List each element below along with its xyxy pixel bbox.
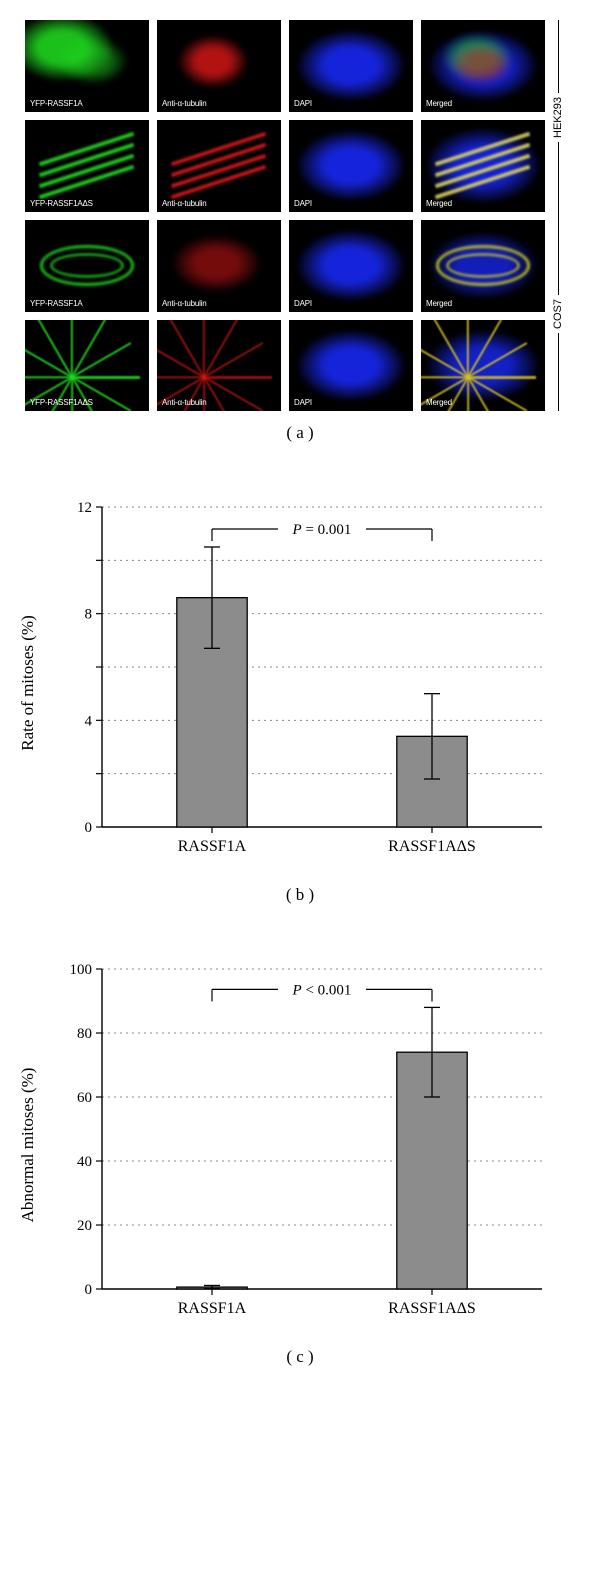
micro-cell: Anti-α-tubulin <box>157 220 281 312</box>
svg-text:60: 60 <box>77 1090 92 1106</box>
svg-text:RASSF1AΔS: RASSF1AΔS <box>388 838 476 855</box>
svg-text:0: 0 <box>85 1282 93 1298</box>
micro-caption: Anti-α-tubulin <box>162 99 207 108</box>
svg-text:8: 8 <box>85 607 93 623</box>
chart-c: Abnormal mitoses (%) 020406080100RASSF1A… <box>40 955 560 1335</box>
micro-caption: Merged <box>426 398 452 407</box>
micro-cell: YFP-RASSF1A <box>25 220 149 312</box>
svg-text:P < 0.001: P < 0.001 <box>292 983 352 999</box>
micro-caption: Merged <box>426 199 452 208</box>
micro-cell: DAPI <box>289 320 413 412</box>
micro-caption: Anti-α-tubulin <box>162 398 207 407</box>
side-labels: HEK293 COS7 <box>549 20 567 411</box>
panel-a: YFP-RASSF1A Anti-α-tubulin DAPI Merged YFP-R… <box>0 0 600 473</box>
micro-caption: Merged <box>426 99 452 108</box>
chart-c-svg: 0 20 40 60 80 100 RASSF1A RASSF1AΔS P < 0.001 <box>40 955 560 1335</box>
panel-c-label: ( c ) <box>25 1347 575 1367</box>
micro-caption: Anti-α-tubulin <box>162 299 207 308</box>
micro-caption: YFP-RASSF1AΔS <box>30 398 93 407</box>
svg-text:4: 4 <box>85 714 93 730</box>
micro-cell: Anti-α-tubulin <box>157 20 281 112</box>
svg-text:P = 0.001: P = 0.001 <box>292 522 352 538</box>
micro-caption: Merged <box>426 299 452 308</box>
svg-text:RASSF1AΔS: RASSF1AΔS <box>388 1300 476 1317</box>
svg-text:RASSF1A: RASSF1A <box>178 838 247 855</box>
micro-cell: Merged <box>421 120 545 212</box>
micro-caption: YFP-RASSF1A <box>30 99 82 108</box>
chart-b-svg: 0 4 8 12 RASSF1A RASSF1AΔS P = 0.001 <box>40 493 560 873</box>
side-group-cos7: COS7 <box>552 216 564 412</box>
micro-cell: Anti-α-tubulin <box>157 320 281 412</box>
svg-text:20: 20 <box>77 1218 92 1234</box>
micro-cell: Merged <box>421 220 545 312</box>
micro-cell: Merged <box>421 320 545 412</box>
micro-caption: DAPI <box>294 299 312 308</box>
microscopy-wrap: YFP-RASSF1A Anti-α-tubulin DAPI Merged YFP-R… <box>25 20 575 411</box>
micro-caption: DAPI <box>294 199 312 208</box>
micro-caption: YFP-RASSF1A <box>30 299 82 308</box>
panel-b-label: ( b ) <box>25 885 575 905</box>
panel-a-label: ( a ) <box>25 423 575 443</box>
micro-caption: Anti-α-tubulin <box>162 199 207 208</box>
micro-cell: DAPI <box>289 120 413 212</box>
micro-caption: DAPI <box>294 398 312 407</box>
side-group-hek293: HEK293 <box>552 20 564 216</box>
svg-text:0: 0 <box>85 820 93 836</box>
micro-cell: DAPI <box>289 20 413 112</box>
side-label: HEK293 <box>552 93 564 142</box>
micro-cell: Anti-α-tubulin <box>157 120 281 212</box>
svg-text:40: 40 <box>77 1154 92 1170</box>
ylabel-c: Abnormal mitoses (%) <box>18 1068 38 1223</box>
svg-text:80: 80 <box>77 1026 92 1042</box>
micro-cell: YFP-RASSF1AΔS <box>25 320 149 412</box>
side-label: COS7 <box>552 295 564 333</box>
microscopy-grid: YFP-RASSF1A Anti-α-tubulin DAPI Merged YFP-R… <box>25 20 545 411</box>
ylabel-b: Rate of mitoses (%) <box>18 616 38 752</box>
chart-b: Rate of mitoses (%) 04812RASSF1ARASSF1AΔ… <box>40 493 560 873</box>
micro-caption: YFP-RASSF1AΔS <box>30 199 93 208</box>
svg-text:RASSF1A: RASSF1A <box>178 1300 247 1317</box>
micro-caption: DAPI <box>294 99 312 108</box>
micro-cell: DAPI <box>289 220 413 312</box>
panel-b: Rate of mitoses (%) 0 4 8 12 RASSF1A RASSF1AΔ… <box>0 473 600 935</box>
svg-text:100: 100 <box>70 962 93 978</box>
panel-c: Abnormal mitoses (%) 0 20 40 60 80 100 RASSF1A… <box>0 935 600 1397</box>
micro-cell: YFP-RASSF1A <box>25 20 149 112</box>
micro-cell: Merged <box>421 20 545 112</box>
svg-text:12: 12 <box>77 500 92 516</box>
micro-cell: YFP-RASSF1AΔS <box>25 120 149 212</box>
